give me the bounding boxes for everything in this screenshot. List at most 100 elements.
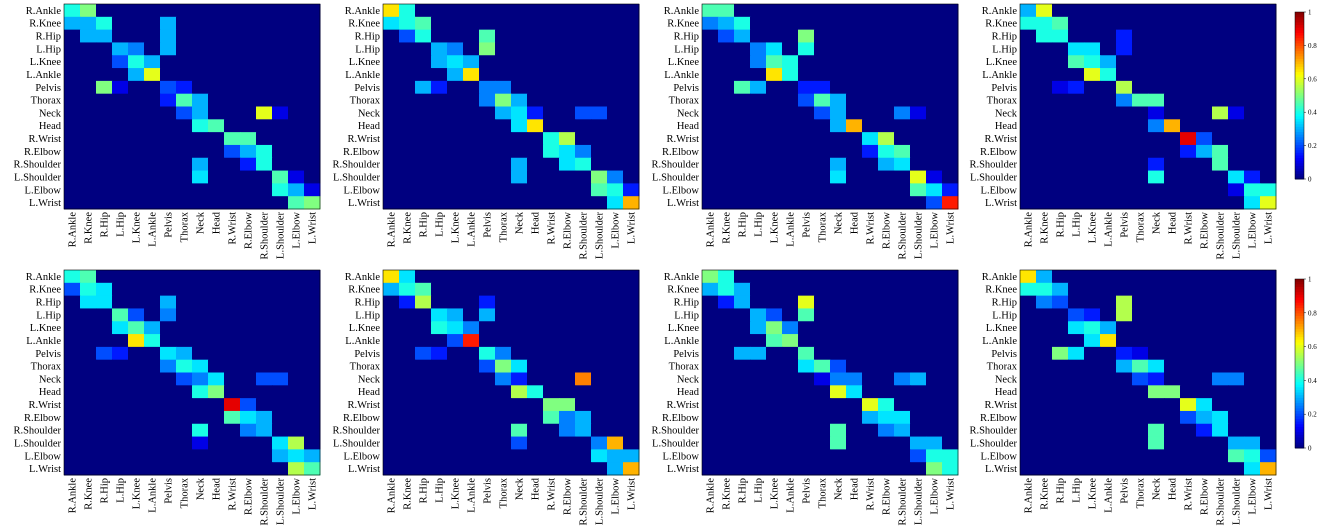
heatmap-cell bbox=[1068, 321, 1085, 335]
heatmap-cell bbox=[1084, 334, 1101, 348]
heatmap-cell bbox=[1068, 68, 1085, 82]
heatmap-cell bbox=[910, 270, 927, 284]
heatmap-cell bbox=[926, 196, 943, 210]
heatmap-cell bbox=[734, 385, 751, 399]
heatmap-cell bbox=[718, 29, 735, 43]
heatmap-cell bbox=[176, 55, 193, 69]
row-label: Pelvis bbox=[673, 83, 699, 94]
heatmap-cell bbox=[766, 55, 783, 69]
heatmap-cell bbox=[447, 359, 464, 373]
heatmap-cell bbox=[1132, 398, 1149, 412]
heatmap-cell bbox=[623, 106, 640, 120]
heatmap-cell bbox=[591, 385, 608, 399]
heatmap-cell bbox=[750, 170, 767, 184]
row-label: R.Elbow bbox=[662, 147, 699, 158]
column-label: Pelvis bbox=[483, 478, 494, 504]
heatmap-cell bbox=[1020, 295, 1037, 309]
heatmap-cell bbox=[559, 423, 576, 438]
column-label: Head bbox=[212, 477, 223, 500]
colorbar-segment bbox=[1295, 137, 1304, 141]
heatmap-cell bbox=[176, 346, 193, 361]
heatmap-cell bbox=[192, 398, 209, 412]
row-label: L.Ankle bbox=[664, 336, 699, 347]
heatmap-cell bbox=[942, 196, 959, 210]
heatmap-cell bbox=[798, 29, 815, 43]
heatmap-cell bbox=[240, 449, 257, 463]
row-label: R.Knee bbox=[667, 19, 699, 30]
colorbar-segment bbox=[1295, 116, 1304, 120]
column-label: R.Hip bbox=[738, 212, 749, 237]
heatmap-cell bbox=[798, 170, 815, 184]
heatmap-cell bbox=[910, 372, 927, 386]
heatmap-cell bbox=[176, 183, 193, 197]
heatmap-cell bbox=[1244, 157, 1261, 172]
heatmap-cell bbox=[894, 157, 911, 172]
heatmap-cell bbox=[288, 68, 305, 82]
heatmap-cell bbox=[64, 144, 81, 159]
heatmap-cell bbox=[607, 410, 624, 425]
column-label: L.Elbow bbox=[292, 478, 303, 515]
heatmap-cell bbox=[1212, 170, 1229, 184]
heatmap-cell bbox=[846, 449, 863, 463]
heatmap-cell bbox=[782, 157, 799, 172]
heatmap-cell bbox=[288, 42, 305, 56]
row-label: Head bbox=[358, 387, 381, 398]
heatmap-cell bbox=[288, 398, 305, 412]
heatmap-cell bbox=[415, 295, 432, 309]
heatmap-cell bbox=[718, 16, 735, 31]
heatmap-cell bbox=[1180, 55, 1197, 69]
heatmap-cell bbox=[1244, 321, 1261, 335]
heatmap-cell bbox=[559, 359, 576, 373]
heatmap-cell bbox=[942, 270, 959, 284]
heatmap-cell bbox=[830, 196, 847, 210]
heatmap-cell bbox=[1180, 16, 1197, 31]
heatmap-cell bbox=[1228, 119, 1245, 133]
heatmap-cell bbox=[208, 321, 225, 335]
heatmap-cell bbox=[96, 144, 113, 159]
heatmap-cell bbox=[1260, 436, 1277, 450]
heatmap-cell bbox=[447, 436, 464, 450]
heatmap-cell bbox=[527, 282, 544, 297]
heatmap-cell bbox=[1180, 449, 1197, 463]
row-label: L.Knee bbox=[986, 323, 1018, 334]
heatmap-cell bbox=[463, 183, 480, 197]
heatmap-cell bbox=[1212, 183, 1229, 197]
heatmap-cell bbox=[256, 398, 273, 412]
heatmap-cell bbox=[575, 270, 592, 284]
heatmap-cell bbox=[1244, 132, 1261, 146]
heatmap-cell bbox=[607, 29, 624, 43]
heatmap-cell bbox=[304, 423, 321, 438]
column-label: R.Elbow bbox=[882, 212, 893, 249]
heatmap-cell bbox=[1196, 436, 1213, 450]
heatmap-cell bbox=[718, 93, 735, 107]
heatmap-cell bbox=[623, 144, 640, 159]
heatmap-cell bbox=[702, 334, 719, 348]
heatmap-cell bbox=[1020, 462, 1037, 476]
column-label: L.Hip bbox=[116, 212, 127, 237]
heatmap-cell bbox=[543, 334, 560, 348]
column-label: Neck bbox=[515, 477, 526, 500]
heatmap-cell bbox=[1068, 93, 1085, 107]
colorbar-segment bbox=[1295, 379, 1304, 383]
heatmap-cell bbox=[272, 42, 289, 56]
heatmap-cell bbox=[383, 4, 400, 18]
heatmap-cell bbox=[830, 308, 847, 322]
heatmap-cell bbox=[702, 16, 719, 31]
heatmap-cell bbox=[176, 80, 193, 95]
heatmap-cell bbox=[1196, 196, 1213, 210]
heatmap-cell bbox=[80, 270, 97, 284]
heatmap-cell bbox=[224, 196, 241, 210]
row-label: R.Wrist bbox=[347, 400, 380, 411]
colorbar-segment bbox=[1295, 108, 1304, 112]
heatmap-cell bbox=[272, 55, 289, 69]
heatmap-cell bbox=[942, 308, 959, 322]
heatmap-cell bbox=[112, 42, 129, 56]
heatmap-cell bbox=[112, 119, 129, 133]
heatmap-cell bbox=[527, 119, 544, 133]
heatmap-cell bbox=[607, 398, 624, 412]
heatmap-cell bbox=[591, 436, 608, 450]
heatmap-cell bbox=[543, 372, 560, 386]
heatmap-cell bbox=[1100, 321, 1117, 335]
heatmap-cell bbox=[240, 398, 257, 412]
row-label: Pelvis bbox=[354, 83, 380, 94]
